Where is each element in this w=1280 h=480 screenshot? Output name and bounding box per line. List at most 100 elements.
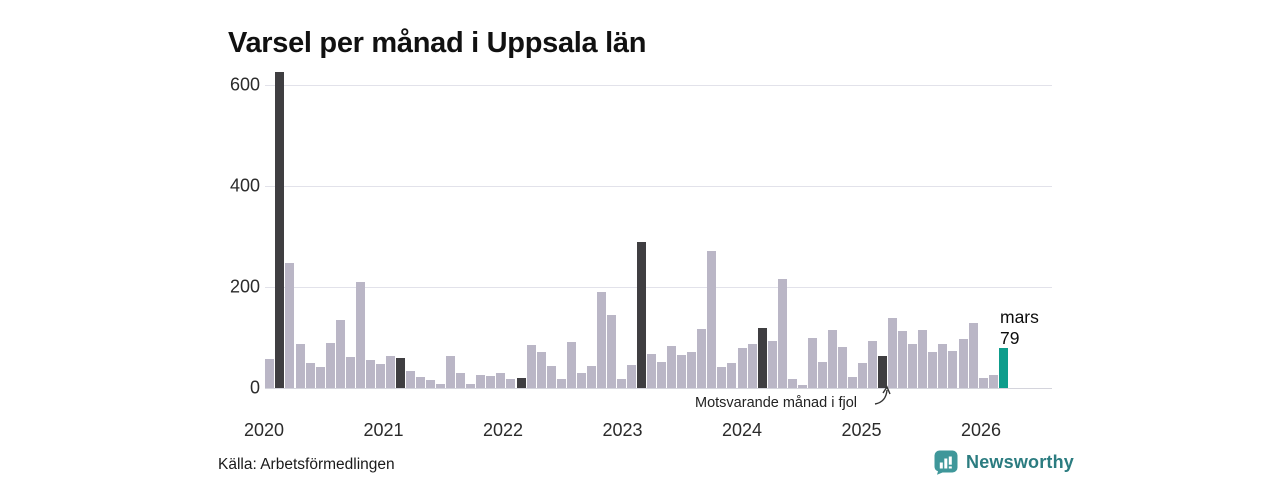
bar-2022-04 <box>526 344 536 388</box>
bar-2022-08 <box>566 342 576 388</box>
bar-2022-01 <box>496 373 506 388</box>
bar-2021-03 <box>395 357 405 388</box>
x-axis-year-2026: 2026 <box>960 420 1002 440</box>
bar-2025-09 <box>938 344 948 388</box>
bar-2021-09 <box>456 372 466 388</box>
bar-2021-10 <box>466 384 476 388</box>
bar-2025-10 <box>948 351 958 388</box>
bar-2020-04 <box>285 263 295 388</box>
bar-2024-02 <box>747 343 757 388</box>
bar-2023-12 <box>727 363 737 388</box>
bar-2023-05 <box>657 361 667 388</box>
bar-2024-03 <box>757 328 767 388</box>
bar-2024-07 <box>797 384 807 388</box>
bar-2025-12 <box>968 322 978 388</box>
bar-2024-08 <box>807 337 817 388</box>
bar-2022-05 <box>536 352 546 388</box>
bar-2026-03 <box>998 348 1008 388</box>
bar-2020-08 <box>325 342 335 388</box>
brand-name: Newsworthy <box>966 451 1075 472</box>
bar-2020-07 <box>315 366 325 388</box>
bar-2023-02 <box>627 365 637 388</box>
bar-2025-02 <box>868 340 878 388</box>
bar-2025-06 <box>908 344 918 388</box>
gridline-y-600 <box>265 85 1052 86</box>
bar-2023-01 <box>616 379 626 388</box>
bar-2023-11 <box>717 367 727 388</box>
gridline-y-200 <box>265 287 1052 288</box>
annotation-fjol: Motsvarande månad i fjol <box>695 395 857 411</box>
y-axis-tick-label: 600 <box>229 74 260 95</box>
bar-2020-12 <box>365 359 375 388</box>
bar-2023-06 <box>667 346 677 388</box>
bar-2025-11 <box>958 339 968 388</box>
bar-2020-03 <box>275 72 285 388</box>
bar-2021-08 <box>446 355 456 388</box>
y-axis-tick-label: 200 <box>229 276 260 297</box>
bar-2023-07 <box>677 355 687 388</box>
x-axis-year-2021: 2021 <box>363 420 404 440</box>
bar-2022-07 <box>556 378 566 388</box>
bar-2020-05 <box>295 344 305 388</box>
bar-2024-04 <box>767 340 777 388</box>
bar-2022-06 <box>546 366 556 388</box>
bar-2022-09 <box>576 372 586 388</box>
bar-2025-03 <box>878 355 888 388</box>
bar-2025-07 <box>918 330 928 388</box>
bar-2020-06 <box>305 362 315 388</box>
bar-2025-08 <box>928 352 938 388</box>
bar-2026-01 <box>978 377 988 388</box>
bar-2024-12 <box>848 376 857 388</box>
newsworthy-bubble-chart-icon <box>934 450 958 475</box>
bar-2023-09 <box>697 328 707 388</box>
bar-2020-11 <box>355 281 365 388</box>
bar-2023-03 <box>637 242 647 388</box>
bar-2024-05 <box>777 278 787 388</box>
bar-2025-01 <box>858 362 868 388</box>
bar-2020-02 <box>265 359 275 388</box>
chart-title: Varsel per månad i Uppsala län <box>228 27 647 60</box>
bar-2021-06 <box>426 379 436 388</box>
y-axis-tick-label: 0 <box>249 377 260 398</box>
y-axis-tick-label: 400 <box>229 175 260 196</box>
bar-2021-02 <box>385 355 395 388</box>
annotation-arrow-icon <box>874 385 891 405</box>
bar-2024-11 <box>837 347 847 388</box>
bar-2025-05 <box>898 331 908 388</box>
x-axis-year-2022: 2022 <box>482 420 524 440</box>
bar-2024-09 <box>817 362 827 388</box>
gridline-y-0 <box>265 388 1052 389</box>
bar-2023-04 <box>647 354 657 388</box>
bar-2026-02 <box>988 375 998 388</box>
bar-2024-10 <box>827 329 837 388</box>
bar-2022-11 <box>596 291 606 388</box>
bar-2023-08 <box>687 351 697 388</box>
bar-2021-05 <box>416 376 426 388</box>
current-month-value: 79 <box>1000 328 1020 348</box>
bar-2023-10 <box>707 251 717 388</box>
bar-2021-12 <box>486 375 496 388</box>
x-axis-year-2023: 2023 <box>602 420 643 440</box>
brand-logo: Newsworthy <box>933 449 1074 475</box>
bar-2022-02 <box>506 378 516 388</box>
bar-2020-09 <box>335 319 345 388</box>
x-axis-year-2020: 2020 <box>243 420 285 440</box>
source-label: Källa: Arbetsförmedlingen <box>218 456 395 473</box>
bar-2024-06 <box>787 378 797 388</box>
x-axis-year-2025: 2025 <box>841 420 882 440</box>
bar-2022-10 <box>586 366 596 388</box>
current-month-label: mars 79 <box>1000 307 1039 349</box>
bar-2022-12 <box>606 314 616 388</box>
gridline-y-400 <box>265 186 1052 187</box>
bar-2024-01 <box>737 347 747 388</box>
bar-2021-04 <box>406 370 416 388</box>
bar-2021-07 <box>436 384 446 388</box>
bar-2022-03 <box>516 377 526 388</box>
bar-2021-01 <box>375 364 385 388</box>
current-month-name: mars <box>1000 307 1039 327</box>
bar-2020-10 <box>345 356 355 388</box>
bar-2025-04 <box>888 318 898 388</box>
x-axis-year-2024: 2024 <box>721 420 763 440</box>
bar-2021-11 <box>476 374 486 388</box>
